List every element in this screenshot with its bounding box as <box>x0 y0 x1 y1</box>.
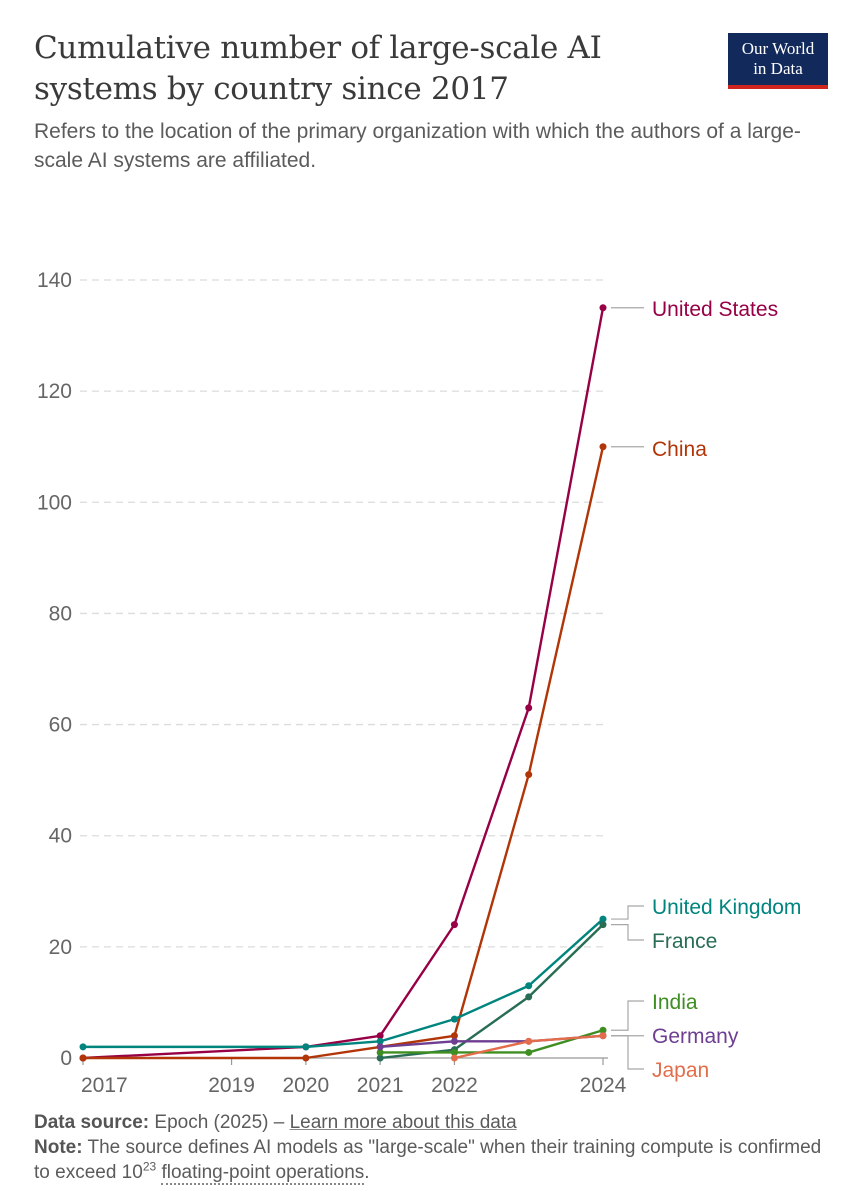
series-line-india <box>380 1029 604 1054</box>
data-point-germany-2022 <box>450 1037 458 1045</box>
line-chart: 0 20 40 60 80 100 120 140 2017 2019 2020 2021 2022 20… <box>37 269 801 1097</box>
logo-line-1: Our World <box>741 39 815 58</box>
x-tick-label-2022: 2022 <box>431 1074 478 1097</box>
data-point-united-states-2024 <box>599 304 607 312</box>
data-source-label: Data source: <box>34 1112 150 1133</box>
y-tick-label-0: 0 <box>60 1047 72 1070</box>
series-line-france <box>380 923 604 1060</box>
data-point-france-2021 <box>376 1054 384 1062</box>
y-tick-label-40: 40 <box>49 825 72 848</box>
data-point-china-2020 <box>302 1054 310 1062</box>
series-japan <box>450 1032 607 1062</box>
series-line-china <box>83 446 605 1060</box>
x-tick-label-2017: 2017 <box>81 1074 128 1097</box>
chart-subtitle: Refers to the location of the primary or… <box>34 120 801 172</box>
y-tick-label-120: 120 <box>37 380 72 403</box>
series-label-france: France <box>652 930 717 953</box>
learn-more-link[interactable]: Learn more about this data <box>289 1112 517 1133</box>
logo-line-2: in Data <box>753 59 803 78</box>
logo-accent-bar <box>728 85 828 89</box>
x-tick-label-2020: 2020 <box>282 1074 329 1097</box>
x-tick-label-2021: 2021 <box>357 1074 404 1097</box>
series-united-kingdom <box>79 915 607 1051</box>
data-source-text: Epoch (2025) – <box>154 1112 285 1133</box>
floating-point-operations-link[interactable]: floating-point operations <box>161 1162 365 1185</box>
note-label: Note: <box>34 1137 83 1158</box>
data-point-united-kingdom-2022 <box>450 1015 458 1023</box>
data-point-china-2022 <box>450 1032 458 1040</box>
chart-footer: Data source: Epoch (2025) – Learn more a… <box>34 1110 834 1185</box>
data-point-india-2022 <box>450 1048 458 1056</box>
label-connector-india <box>611 1000 644 1031</box>
data-point-united-states-2023 <box>525 704 533 712</box>
our-world-in-data-logo[interactable]: Our World in Data <box>728 33 828 89</box>
note-text: The source defines AI models as "large-s… <box>34 1137 822 1183</box>
data-point-united-states-2021 <box>376 1032 384 1040</box>
data-point-france-2024 <box>599 921 607 929</box>
series-label-united-states: United States <box>652 298 778 321</box>
data-point-china-2023 <box>525 771 533 779</box>
note-line: Note: The source defines AI models as "l… <box>34 1135 834 1185</box>
series-label-japan: Japan <box>652 1059 709 1082</box>
series-india <box>376 1026 607 1056</box>
data-point-united-kingdom-2017 <box>79 1043 87 1051</box>
data-point-united-kingdom-2024 <box>599 915 607 923</box>
y-tick-label-100: 100 <box>37 491 72 514</box>
x-tick-label-2024: 2024 <box>580 1074 627 1097</box>
series-line-united-states <box>82 307 605 1060</box>
series-label-united-kingdom: United Kingdom <box>652 896 801 919</box>
data-point-united-kingdom-2020 <box>302 1043 310 1051</box>
data-source-line: Data source: Epoch (2025) – Learn more a… <box>34 1110 834 1135</box>
chart-title: Cumulative number of large-scale AI syst… <box>34 30 602 107</box>
series-label-germany: Germany <box>652 1025 739 1048</box>
data-point-united-states-2022 <box>450 921 458 929</box>
data-point-japan-2022 <box>450 1054 458 1062</box>
data-point-united-kingdom-2023 <box>525 982 533 990</box>
label-connector-japan <box>611 1035 644 1070</box>
data-point-united-kingdom-2021 <box>376 1037 384 1045</box>
series-label-china: China <box>652 438 707 461</box>
y-tick-label-60: 60 <box>49 714 72 737</box>
series-line-united-kingdom <box>83 918 604 1049</box>
data-point-japan-2024 <box>599 1032 607 1040</box>
x-tick-label-2019: 2019 <box>208 1074 255 1097</box>
data-point-china-2024 <box>599 443 607 451</box>
note-end: . <box>364 1162 370 1183</box>
y-tick-label-20: 20 <box>49 936 72 959</box>
series-china <box>79 443 607 1062</box>
data-point-india-2021 <box>376 1048 384 1056</box>
data-point-france-2023 <box>525 993 533 1001</box>
data-point-india-2023 <box>525 1048 533 1056</box>
data-point-germany-2021 <box>376 1043 384 1051</box>
chart-header: Cumulative number of large-scale AI syst… <box>0 0 864 180</box>
series-label-india: India <box>652 991 698 1014</box>
label-connector-united-kingdom <box>611 905 644 920</box>
data-point-china-2017 <box>79 1054 87 1062</box>
data-point-japan-2023 <box>525 1037 533 1045</box>
y-tick-label-80: 80 <box>49 602 72 625</box>
label-connector-france <box>611 924 644 941</box>
y-tick-label-140: 140 <box>37 269 72 292</box>
note-exponent: 23 <box>142 1159 157 1174</box>
data-point-india-2024 <box>599 1026 607 1034</box>
series-united-states <box>79 304 607 1062</box>
